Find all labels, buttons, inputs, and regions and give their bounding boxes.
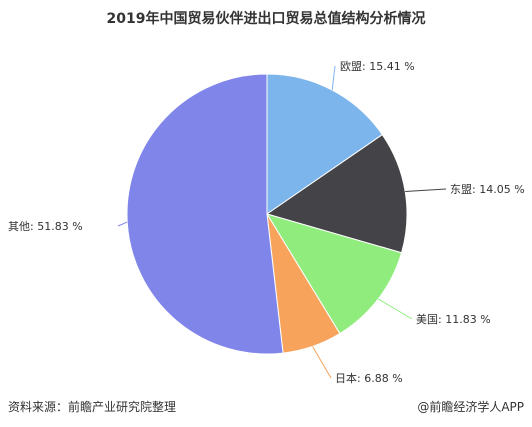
brand-credit: @前瞻经济学人APP (417, 400, 524, 414)
leader-line-us (378, 298, 413, 320)
footer: 资料来源：前瞻产业研究院整理 @前瞻经济学人APP (0, 398, 532, 418)
leader-line-other (117, 221, 128, 227)
data-label-japan: 日本: 6.88 % (335, 371, 403, 385)
pie-slice-other (126, 73, 284, 355)
pie-slice-eu (266, 73, 384, 215)
leader-line-asean (405, 188, 447, 193)
data-label-eu: 欧盟: 15.41 % (340, 60, 415, 73)
leader-line-japan (312, 346, 332, 379)
leader-line-eu (331, 65, 336, 91)
pie-slice-asean (265, 133, 408, 254)
data-label-us: 美国: 11.83 % (416, 313, 491, 326)
data-label-asean: 东盟: 14.05 % (450, 183, 525, 196)
pie-slice-us (265, 213, 403, 335)
chart-title: 2019年中国贸易伙伴进出口贸易总值结构分析情况 (106, 11, 426, 27)
data-label-other: 其他: 51.83 % (8, 220, 83, 233)
source-note: 资料来源：前瞻产业研究院整理 (8, 400, 177, 414)
